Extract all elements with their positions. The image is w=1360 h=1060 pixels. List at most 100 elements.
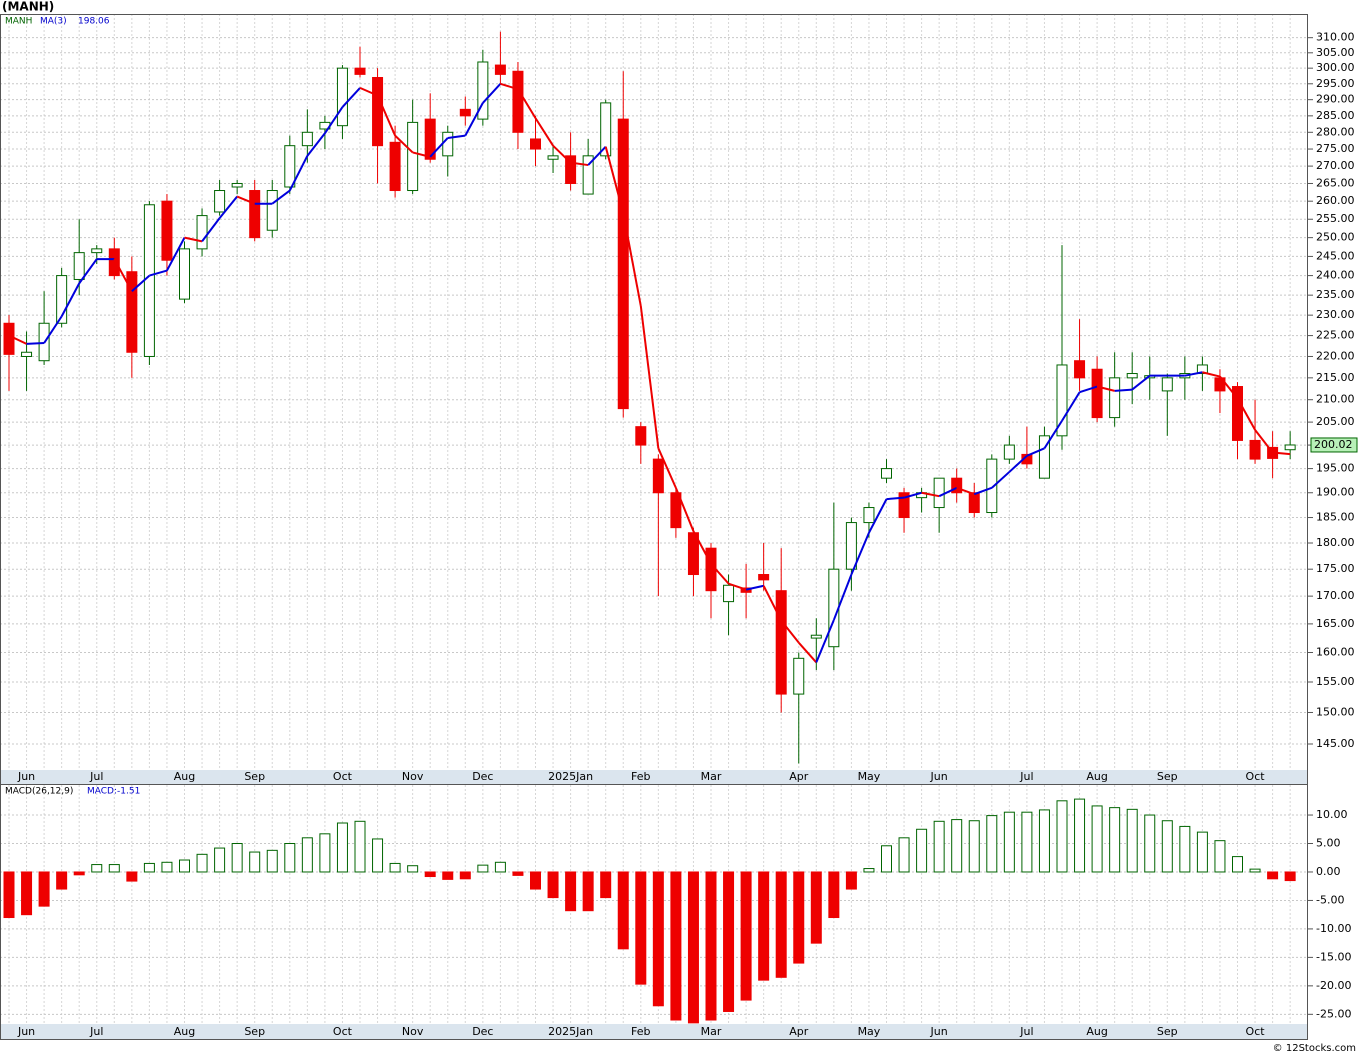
candle-body [1091, 368, 1103, 419]
macd-bar [319, 833, 331, 873]
macd-bar [196, 853, 208, 873]
candle-body [670, 492, 682, 529]
x-tick-label: May [858, 770, 881, 783]
ma-segment [604, 146, 625, 214]
y-tick-label: 225.00 [1316, 329, 1355, 342]
ma-segment [166, 237, 186, 272]
chart-title: (MANH) [2, 0, 54, 14]
x-tick-label: Sep [1157, 1025, 1178, 1038]
candle-body [108, 248, 120, 277]
ma-segment [60, 282, 81, 317]
macd-bar [652, 871, 664, 1007]
candle-body [1109, 377, 1121, 419]
macd-bar [249, 851, 261, 873]
ma-segment [271, 189, 291, 205]
x-tick-label: Dec [472, 1025, 493, 1038]
candle-body [442, 131, 454, 157]
candle-body [1126, 373, 1138, 379]
ma-segment [552, 144, 572, 164]
ma-segment [1131, 374, 1151, 391]
candle-body [705, 547, 717, 592]
y-tick-label: 240.00 [1316, 269, 1355, 282]
y-tick-label: 230.00 [1316, 308, 1355, 321]
x-tick-label: 2025Jan [548, 1025, 593, 1038]
macd-bar [73, 871, 85, 876]
candle-body [266, 190, 278, 231]
x-tick-label: Jun [930, 1025, 948, 1038]
candle-body [775, 590, 787, 695]
x-tick-label: Mar [701, 1025, 722, 1038]
ma-segment [710, 563, 730, 585]
x-tick-label: Aug [174, 770, 195, 783]
y-tick-label: 205.00 [1316, 415, 1355, 428]
ma-segment [149, 269, 168, 277]
macd-bar [881, 845, 892, 873]
candle-body [56, 275, 68, 324]
candle-body [3, 322, 15, 355]
candle-body [951, 477, 963, 494]
ma-segment [1254, 429, 1274, 454]
ma-segment [728, 582, 747, 591]
macd-bar [336, 822, 348, 873]
y-tick-label: -10.00 [1316, 922, 1351, 935]
ma-segment [956, 486, 975, 496]
y-tick-label: 285.00 [1316, 109, 1355, 122]
candle-body [986, 458, 998, 514]
macd-bar [810, 871, 822, 944]
candle-body [881, 468, 892, 479]
ma-segment [745, 584, 764, 591]
y-tick-label: 170.00 [1316, 589, 1355, 602]
ma-segment [921, 491, 940, 498]
last-price-label: 200.02 [1314, 438, 1353, 451]
y-tick-label: 195.00 [1316, 462, 1355, 475]
ma-segment [815, 619, 835, 663]
y-tick-label: 10.00 [1316, 808, 1348, 821]
ma-segment [570, 161, 589, 167]
x-tick-label: Aug [1086, 1025, 1107, 1038]
candle-body [372, 77, 384, 147]
ma-segment [288, 155, 309, 191]
candle-body [1003, 444, 1015, 460]
macd-frame [0, 784, 1308, 1040]
macd-bar [38, 871, 50, 907]
candle-body [354, 67, 366, 75]
candle-body [635, 426, 647, 446]
candle-body [530, 138, 541, 150]
macd-bar [1074, 798, 1086, 873]
macd-bar [424, 871, 436, 878]
macd-bar [670, 871, 682, 1021]
macd-bar [758, 871, 770, 981]
x-tick-label: Jun [930, 770, 948, 783]
x-tick-label: Sep [1157, 770, 1178, 783]
ma-segment [464, 102, 484, 137]
ma-segment [868, 498, 888, 534]
ma-segment [8, 334, 27, 345]
ma-segment [850, 532, 870, 575]
ma-segment [184, 236, 203, 243]
macd-bar [775, 871, 787, 978]
ma-segment [1043, 420, 1063, 449]
macd-bar [565, 871, 577, 912]
macd-bar [1021, 811, 1033, 873]
y-tick-label: 220.00 [1316, 349, 1355, 362]
candle-body [336, 67, 348, 127]
y-tick-label: 250.00 [1316, 231, 1355, 244]
ma-segment [674, 487, 695, 532]
candle-body [214, 190, 226, 213]
x-tick-label: Oct [333, 770, 353, 783]
macd-bar [1232, 856, 1243, 873]
macd-bar [1249, 868, 1261, 873]
y-tick-label: -25.00 [1316, 1007, 1351, 1020]
ma-segment [218, 195, 238, 219]
last-price-box [1310, 437, 1358, 453]
macd-bar [740, 871, 752, 1001]
ma-segment [447, 134, 466, 139]
candle-body [389, 141, 401, 192]
x-tick-label: Dec [472, 770, 493, 783]
y-tick-label: 190.00 [1316, 486, 1355, 499]
macd-bar [512, 871, 524, 876]
macd-bar [828, 871, 840, 919]
ma-segment [1026, 447, 1045, 457]
macd-bar [126, 871, 138, 882]
x-tick-label: Apr [789, 770, 809, 783]
